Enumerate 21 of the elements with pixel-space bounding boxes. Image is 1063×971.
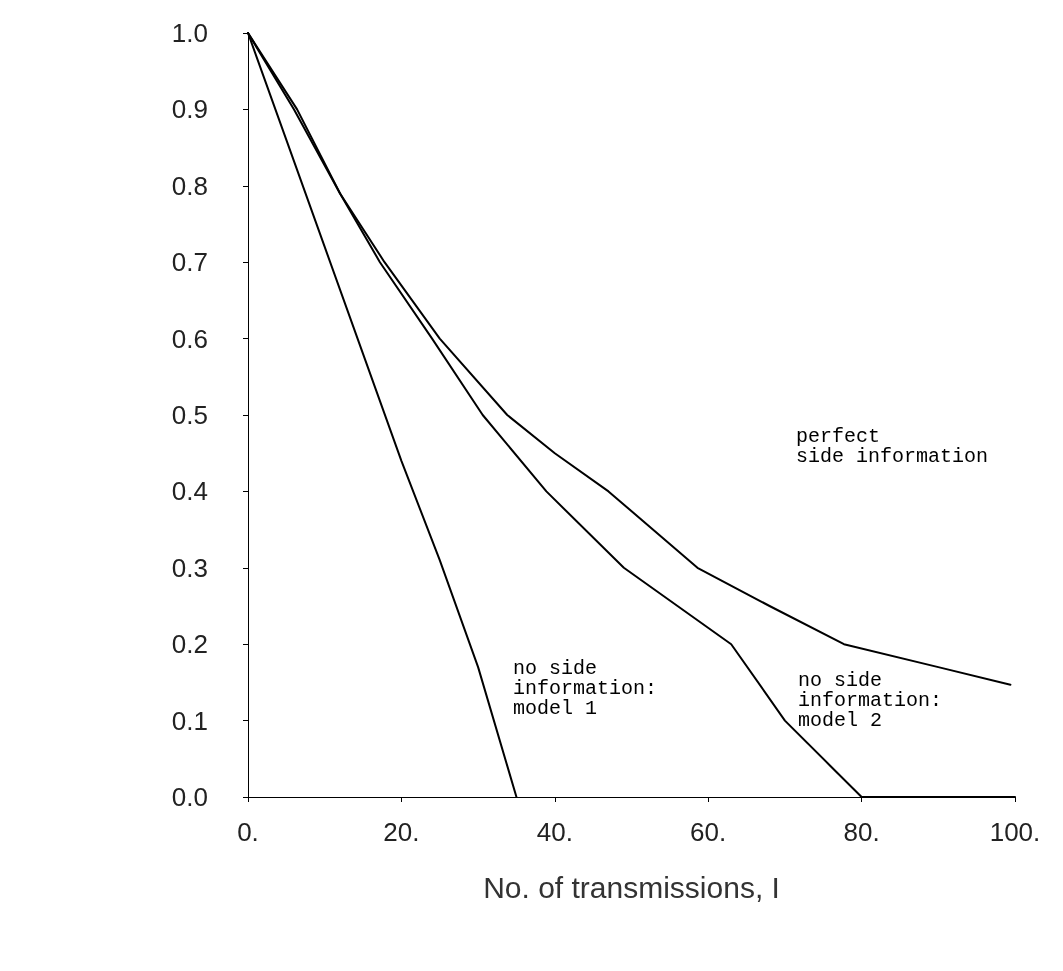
annotation: no side information: model 2	[798, 668, 943, 732]
x-axis-title: No. of transmissions, I	[483, 870, 780, 904]
x-tick-label: 100.	[989, 817, 1041, 847]
y-tick-label: 0.6	[171, 323, 208, 354]
annotation: perfect side information	[796, 424, 989, 468]
y-tick-label: 0.5	[171, 400, 208, 430]
x-tick-label: 20.	[383, 817, 420, 847]
y-tick-label: 0.7	[171, 247, 208, 278]
x-tick-label: 60.	[690, 817, 727, 847]
y-tick-label: 0.0	[171, 782, 208, 812]
y-tick-label: 0.8	[171, 170, 208, 201]
y-tick-label: 0.2	[171, 629, 208, 660]
y-tick-label: 0.4	[171, 476, 208, 507]
y-tick-label: 0.3	[171, 552, 208, 583]
x-tick-label: 80.	[843, 817, 880, 847]
x-tick-label: 40.	[536, 817, 573, 847]
y-tick-label: 1.0	[171, 18, 208, 48]
y-tick-label: 0.1	[171, 705, 208, 736]
x-tick-label: 0.	[237, 817, 259, 847]
y-tick-label: 0.9	[171, 94, 208, 125]
annotation: no side information: model 1	[513, 656, 658, 720]
